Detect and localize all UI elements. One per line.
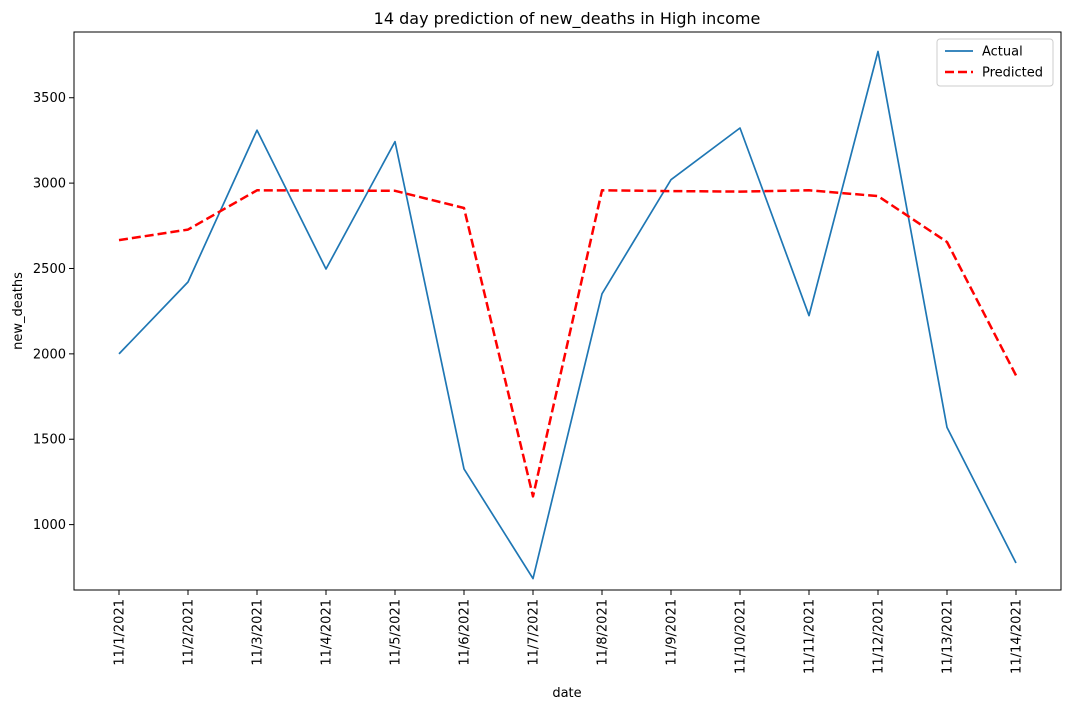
x-tick-label: 11/2/2021 bbox=[182, 599, 197, 666]
x-tick-label: 11/8/2021 bbox=[596, 599, 611, 666]
legend-label-actual: Actual bbox=[982, 45, 1023, 60]
series-line-actual bbox=[118, 50, 1017, 580]
x-tick-label: 11/5/2021 bbox=[389, 599, 404, 666]
x-tick-label: 11/10/2021 bbox=[734, 599, 749, 674]
x-tick-label: 11/7/2021 bbox=[527, 599, 542, 666]
legend-label-predicted: Predicted bbox=[982, 66, 1043, 81]
x-tick-label: 11/12/2021 bbox=[872, 599, 887, 674]
y-axis-label: new_deaths bbox=[11, 272, 26, 350]
x-tick-label: 11/11/2021 bbox=[803, 599, 818, 674]
x-tick-label: 11/1/2021 bbox=[113, 599, 128, 666]
legend: Actual Predicted bbox=[936, 38, 1054, 87]
y-tick-label: 3000 bbox=[33, 177, 66, 192]
x-tick-label: 11/3/2021 bbox=[251, 599, 266, 666]
x-tick-label: 11/6/2021 bbox=[458, 599, 473, 666]
plot-frame bbox=[73, 31, 1062, 591]
chart-title: 14 day prediction of new_deaths in High … bbox=[374, 9, 761, 29]
y-tick-label: 3500 bbox=[33, 91, 66, 106]
series-line-predicted bbox=[118, 189, 1018, 498]
x-tick-label: 11/14/2021 bbox=[1010, 599, 1025, 674]
y-tick-label: 2500 bbox=[33, 262, 66, 277]
x-tick-label: 11/4/2021 bbox=[320, 599, 335, 666]
y-tick-label: 1000 bbox=[33, 518, 66, 533]
y-tick-label: 2000 bbox=[33, 347, 66, 362]
x-tick-label: 11/13/2021 bbox=[941, 599, 956, 674]
y-tick-label: 1500 bbox=[33, 433, 66, 448]
x-tick-label: 11/9/2021 bbox=[665, 599, 680, 666]
x-axis-label: date bbox=[552, 686, 581, 701]
